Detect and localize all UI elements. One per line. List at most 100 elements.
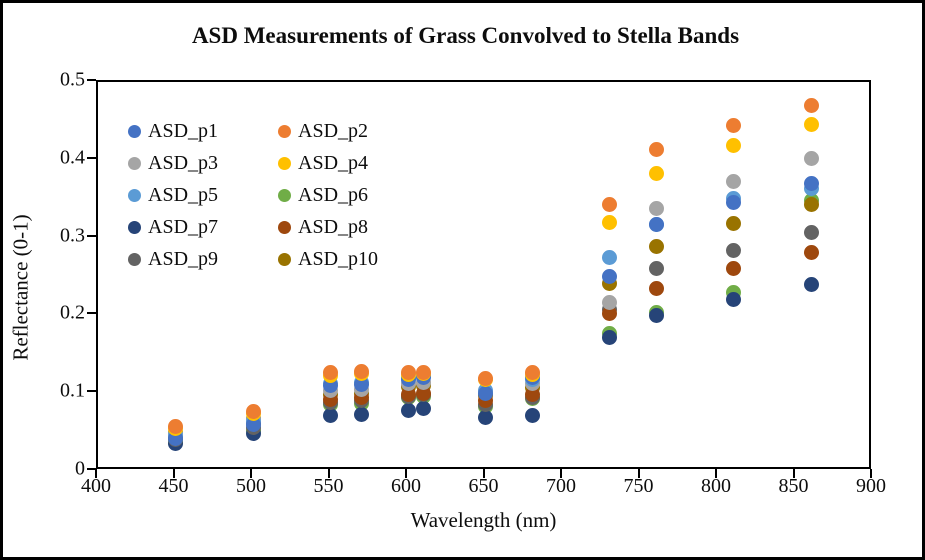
data-point: [245, 403, 261, 419]
legend-marker-icon: [128, 220, 141, 234]
legend-marker-icon: [278, 188, 291, 202]
data-point: [648, 216, 664, 232]
legend-item-asd_p4[interactable]: ASD_p4: [278, 152, 403, 175]
data-point: [478, 372, 493, 388]
y-axis: Reflectance (0-1) 0 0.1 0.2 0.3 0.4 0.5: [3, 3, 86, 557]
data-point: [323, 377, 338, 393]
x-tick-label: 550: [313, 475, 344, 497]
data-point: [416, 388, 431, 404]
data-point: [648, 142, 664, 158]
legend-label: ASD_p2: [298, 119, 369, 142]
data-point: [478, 388, 493, 404]
data-point: [168, 424, 183, 440]
data-point: [416, 374, 431, 390]
data-point: [245, 413, 261, 429]
data-point: [478, 382, 493, 398]
x-tick-mark: [405, 469, 407, 478]
legend-item-asd_p5[interactable]: ASD_p5: [128, 184, 278, 207]
legend-label: ASD_p5: [148, 183, 219, 206]
legend-item-asd_p6[interactable]: ASD_p6: [278, 184, 403, 207]
data-point: [400, 367, 416, 383]
legend-item-asd_p1[interactable]: ASD_p1: [128, 120, 278, 143]
data-point: [168, 430, 183, 446]
x-tick-mark: [715, 469, 717, 478]
data-point: [524, 370, 540, 386]
data-point: [803, 225, 819, 241]
x-tick-label: 650: [468, 475, 499, 497]
x-tick-mark: [172, 469, 175, 478]
y-tick-mark: [87, 312, 96, 315]
data-point: [416, 401, 431, 417]
y-tick-mark: [87, 156, 96, 159]
legend-marker-icon: [128, 188, 141, 202]
data-point: [400, 388, 416, 404]
data-point: [400, 387, 416, 403]
legend-item-asd_p9[interactable]: ASD_p9: [128, 248, 278, 271]
y-tick-mark: [87, 234, 96, 237]
data-point: [354, 395, 369, 411]
y-tick-label: 0: [75, 457, 85, 480]
data-point: [168, 436, 183, 452]
legend-item-asd_p2[interactable]: ASD_p2: [278, 120, 403, 143]
x-tick-mark: [560, 469, 562, 478]
data-point: [726, 242, 741, 258]
legend-item-asd_p10[interactable]: ASD_p10: [278, 248, 403, 271]
data-point: [400, 365, 416, 381]
data-point: [524, 376, 540, 392]
data-point: [323, 397, 338, 413]
data-point: [478, 409, 493, 425]
data-point: [478, 398, 493, 414]
data-point: [803, 181, 819, 197]
y-tick-label: 0.1: [60, 379, 85, 402]
data-point: [524, 391, 540, 407]
data-point: [803, 197, 819, 213]
x-tick-label: 500: [236, 475, 266, 497]
legend-item-asd_p7[interactable]: ASD_p7: [128, 216, 278, 239]
data-point: [323, 382, 338, 398]
data-point: [478, 384, 493, 400]
data-point: [323, 387, 338, 403]
data-point: [245, 410, 261, 426]
data-point: [524, 380, 540, 396]
data-point: [648, 239, 664, 255]
data-point: [803, 175, 819, 191]
data-point: [245, 416, 261, 432]
legend-label: ASD_p1: [148, 119, 219, 142]
data-point: [726, 261, 741, 277]
data-point: [726, 191, 741, 207]
data-point: [354, 374, 369, 390]
data-point: [323, 395, 338, 411]
data-point: [803, 116, 819, 132]
data-point: [354, 363, 369, 379]
legend-marker-icon: [278, 220, 291, 234]
data-point: [803, 244, 819, 260]
data-point: [400, 376, 416, 392]
data-point: [803, 97, 819, 113]
data-point: [354, 393, 369, 409]
data-point: [245, 405, 261, 421]
data-point: [524, 367, 540, 383]
data-point: [602, 197, 617, 213]
x-axis-title: Wavelength (nm): [410, 508, 557, 532]
legend-label: ASD_p3: [148, 151, 219, 174]
legend-label: ASD_p7: [148, 215, 219, 238]
data-point: [803, 150, 819, 166]
legend-item-asd_p8[interactable]: ASD_p8: [278, 216, 403, 239]
data-point: [354, 366, 369, 382]
y-tick-label: 0.4: [60, 146, 85, 169]
x-tick-mark: [870, 469, 872, 478]
legend-label: ASD_p4: [298, 151, 369, 174]
data-point: [354, 390, 369, 406]
data-point: [726, 285, 741, 301]
data-point: [524, 389, 540, 405]
y-tick-mark: [87, 79, 96, 81]
legend-item-asd_p3[interactable]: ASD_p3: [128, 152, 278, 175]
data-point: [803, 192, 819, 208]
data-point: [416, 364, 431, 380]
x-tick-mark: [482, 469, 485, 478]
data-point: [602, 249, 617, 265]
data-point: [168, 426, 183, 442]
data-point: [648, 307, 664, 323]
data-point: [168, 420, 183, 436]
data-point: [168, 432, 183, 448]
